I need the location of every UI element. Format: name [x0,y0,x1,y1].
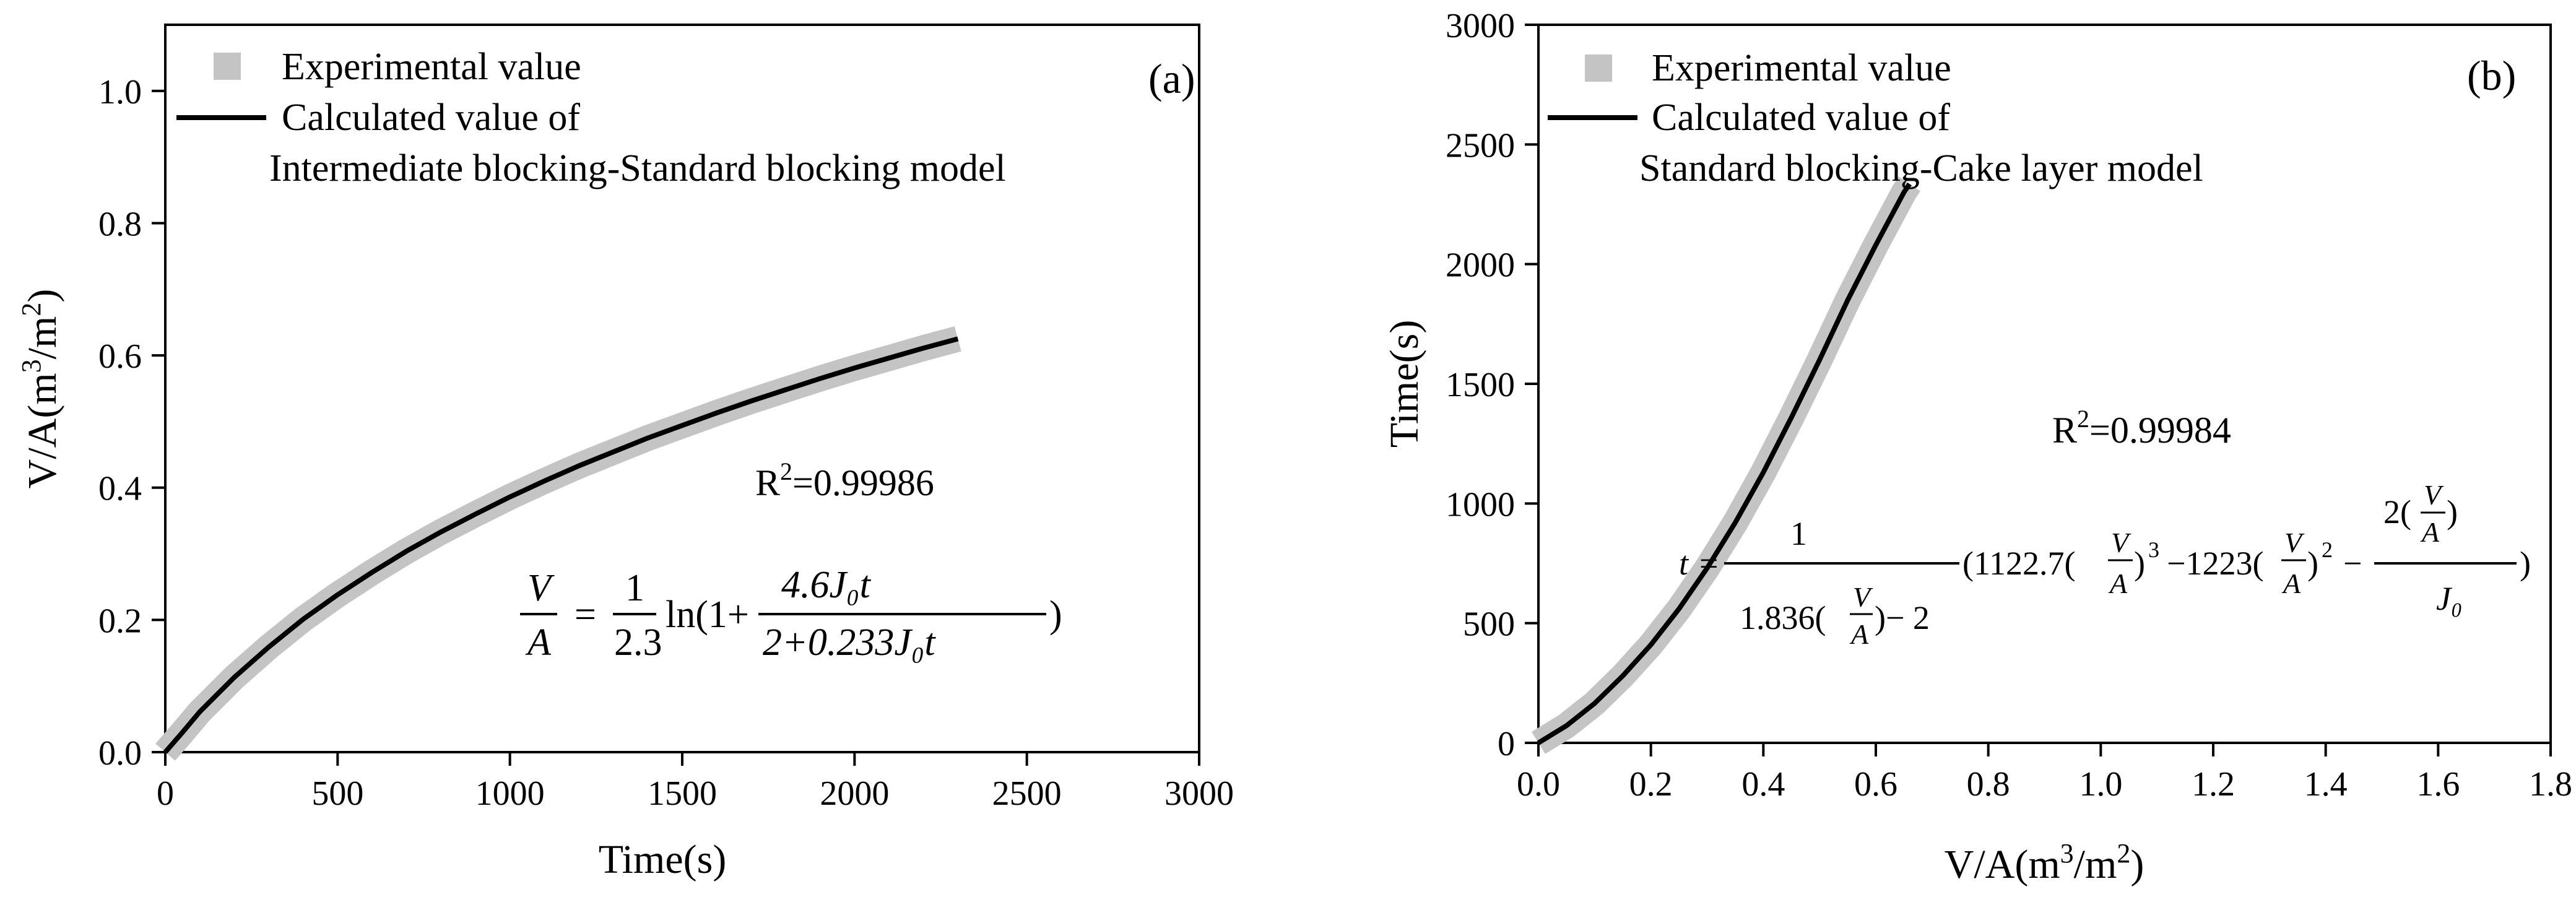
x-axis-label-b: V/A(m3/m2) [1945,838,2144,887]
legend-calculated-label2-b: Standard blocking-Cake layer model [1639,147,2203,189]
svg-text:): ) [2134,545,2145,582]
axis-ticks-b: 0.0 0.2 0.4 0.6 0.8 1.0 1.2 1.4 1.6 1.8 0 500 1000 15… [1446,7,2572,804]
svg-text:A: A [2108,568,2128,599]
y-axis-label-a: V/A(m3/m2) [16,289,65,489]
svg-text:(1122.7(: (1122.7( [1962,545,2075,582]
y-tick-label-b: 1000 [1446,485,1515,524]
svg-text:A: A [2420,516,2440,548]
svg-text:=: = [575,594,596,636]
legend-calculated-label-a: Calculated value of [282,97,580,139]
svg-text:1: 1 [625,567,644,609]
x-tick-label-b: 0.4 [1741,765,1785,804]
x-tick-label-b: 0.2 [1629,765,1673,804]
legend-a: Experimental value Calculated value of I… [176,46,1006,189]
y-tick-label-b: 2000 [1446,246,1515,285]
svg-text:1.836(: 1.836( [1740,599,1826,636]
svg-text:1: 1 [1790,515,1807,552]
x-tick-label-b: 0.8 [1967,765,2010,804]
panel-label-a: (a) [1148,55,1195,102]
legend-experimental-label-a: Experimental value [282,46,581,88]
x-tick-label-a: 2500 [992,774,1062,813]
x-tick-label-b: 1.0 [2079,765,2122,804]
x-tick-label-a: 1000 [475,774,545,813]
svg-text:A: A [2281,568,2301,599]
x-tick-label-b: 1.6 [2416,765,2460,804]
x-tick-label-a: 0 [157,774,174,813]
svg-text:A: A [1849,618,1869,650]
r2-b: R2=0.99984 [2052,405,2231,451]
equation-a: V A = 1 2.3 ln(1+ 4.6J₀t 2+0.233J₀t ) [520,564,1062,664]
x-tick-label-a: 2000 [820,774,889,813]
svg-text:V: V [2284,527,2305,558]
svg-text:−: − [2343,545,2362,582]
svg-text:2: 2 [2322,537,2333,562]
x-tick-label-b: 1.2 [2192,765,2235,804]
svg-text:J₀: J₀ [2436,580,2463,617]
svg-text:): ) [2520,545,2531,582]
experimental-series-a [155,326,961,761]
y-tick-label-a: 0.6 [98,337,142,376]
y-tick-label-b: 500 [1463,605,1515,644]
panel-a: 0 500 1000 1500 2000 2500 3000 0.0 0.2 0.4 0.6 0.8 1… [16,24,1234,882]
svg-text:2(: 2( [2383,493,2411,531]
x-axis-label-a: Time(s) [599,837,727,882]
svg-text:V: V [2111,527,2131,558]
svg-text:)− 2: )− 2 [1875,599,1930,636]
x-tick-label-b: 0.0 [1517,765,1560,804]
experimental-series-b [1532,176,1920,754]
legend-calculated-label-b: Calculated value of [1652,97,1950,139]
x-tick-label-a: 500 [311,774,363,813]
legend-experimental-marker-a [214,53,241,80]
axis-ticks-a: 0 500 1000 1500 2000 2500 3000 0.0 0.2 0.4 0.6 0.8 1… [98,73,1234,813]
svg-text:t: t [1679,545,1689,582]
y-tick-label-b: 1500 [1446,366,1515,404]
svg-text:V: V [1853,581,1873,613]
y-tick-label-b: 0 [1498,725,1515,763]
y-tick-label-a: 1.0 [98,73,142,111]
svg-text:): ) [1049,594,1062,636]
equation-b: t = 1 1.836( V A )− 2 (1122.7( V A ) 3 −… [1679,479,2531,650]
svg-text:=: = [1699,545,1718,582]
svg-text:−1223(: −1223( [2167,545,2263,582]
y-tick-label-b: 3000 [1446,7,1515,45]
y-tick-label-a: 0.0 [98,734,142,773]
series-b [1532,176,1920,754]
panel-b: 0.0 0.2 0.4 0.6 0.8 1.0 1.2 1.4 1.6 1.8 0 500 1000 15… [1382,7,2572,887]
series-a [155,326,961,761]
svg-text:2+0.233J₀t: 2+0.233J₀t [763,622,936,664]
svg-text:4.6J₀t: 4.6J₀t [781,564,872,606]
svg-text:V: V [2424,479,2444,511]
legend-experimental-label-b: Experimental value [1652,47,1951,89]
legend-calculated-label2-a: Intermediate blocking-Standard blocking … [269,147,1006,189]
x-tick-label-a: 1500 [648,774,717,813]
svg-text:): ) [2307,545,2318,582]
x-tick-label-b: 0.6 [1854,765,1897,804]
y-tick-label-a: 0.2 [98,602,142,640]
y-tick-label-a: 0.4 [98,470,142,508]
svg-text:2.3: 2.3 [614,622,662,664]
x-tick-label-b: 1.8 [2529,765,2572,804]
svg-text:V: V [527,567,555,609]
x-tick-label-a: 3000 [1164,774,1234,813]
y-tick-label-a: 0.8 [98,205,142,243]
calculated-series-a [163,336,959,754]
svg-text:3: 3 [2148,537,2159,562]
x-tick-label-b: 1.4 [2304,765,2348,804]
legend-experimental-marker-b [1585,54,1612,82]
legend-b: Experimental value Calculated value of S… [1548,47,2203,189]
y-axis-label-b: Time(s) [1382,320,1427,448]
calculated-series-b [1537,182,1912,745]
panel-label-b: (b) [2467,52,2516,99]
svg-text:ln(1+: ln(1+ [666,594,749,636]
r2-a: R2=0.99986 [755,457,934,503]
svg-text:): ) [2447,493,2458,531]
y-tick-label-b: 2500 [1446,126,1515,165]
svg-text:A: A [525,622,552,664]
